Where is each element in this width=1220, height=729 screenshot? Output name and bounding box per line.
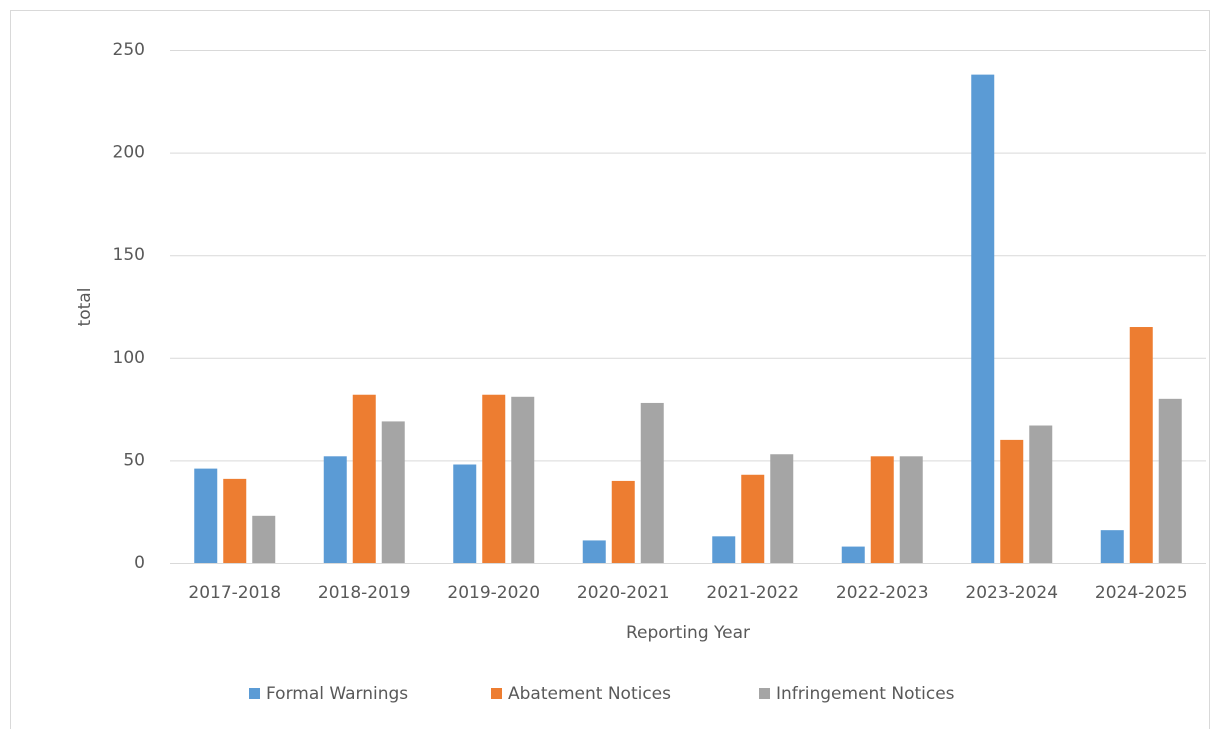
bar [741, 474, 765, 563]
x-tick-label: 2017-2018 [188, 583, 281, 603]
legend-label: Formal Warnings [266, 684, 408, 704]
chart-frame [10, 10, 1210, 729]
bar [1000, 439, 1024, 563]
legend-swatch [759, 688, 770, 699]
bar [582, 540, 606, 563]
bar [1029, 425, 1053, 563]
bar [511, 396, 535, 563]
y-tick-label: 150 [113, 245, 145, 265]
legend-swatch [249, 688, 260, 699]
bar [482, 394, 506, 563]
bar [611, 480, 635, 563]
y-axis-title: total [75, 288, 95, 327]
legend-swatch [491, 688, 502, 699]
bar [194, 468, 218, 563]
x-tick-label: 2022-2023 [836, 583, 929, 603]
bar [323, 456, 347, 563]
bar [971, 74, 995, 564]
x-tick-label: 2020-2021 [577, 583, 670, 603]
y-tick-label: 100 [113, 348, 145, 368]
bar [770, 454, 794, 563]
y-tick-label: 50 [123, 450, 145, 470]
legend-label: Infringement Notices [776, 684, 955, 704]
bar [899, 456, 923, 563]
x-tick-label: 2024-2025 [1095, 583, 1188, 603]
bar [453, 464, 477, 563]
bar [252, 515, 276, 563]
x-tick-label: 2021-2022 [706, 583, 799, 603]
x-tick-label: 2018-2019 [318, 583, 411, 603]
bar [640, 402, 664, 563]
x-tick-label: 2019-2020 [447, 583, 540, 603]
bar [381, 421, 405, 563]
bar [352, 394, 376, 563]
bar [841, 546, 865, 563]
bar [1129, 327, 1153, 563]
bar [223, 478, 247, 563]
bar [712, 536, 736, 563]
bar [1158, 398, 1182, 563]
y-tick-label: 0 [134, 553, 145, 573]
y-tick-label: 250 [113, 40, 145, 60]
x-axis-title: Reporting Year [626, 623, 750, 643]
legend-label: Abatement Notices [508, 684, 671, 704]
y-tick-label: 200 [113, 143, 145, 163]
bar [870, 456, 894, 563]
x-tick-label: 2023-2024 [965, 583, 1058, 603]
bar [1100, 530, 1124, 563]
